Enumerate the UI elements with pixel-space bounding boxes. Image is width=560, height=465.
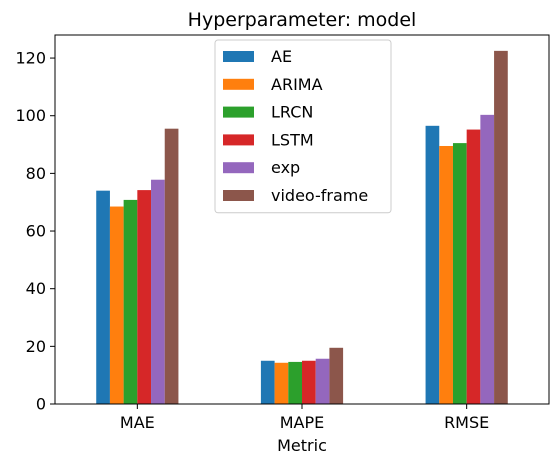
legend-swatch-video-frame (223, 190, 254, 201)
bar-LRCN-MAPE (288, 361, 302, 404)
legend-swatch-LRCN (223, 106, 254, 118)
x-axis: MAE MAPE RMSE (120, 404, 489, 432)
x-tick-label: RMSE (444, 413, 489, 432)
bar-exp-MAE (151, 179, 165, 404)
bar-video-frame-MAPE (329, 347, 344, 404)
bar-ARIMA-MAPE (274, 362, 289, 404)
bars-group (96, 50, 508, 405)
y-tick-label: 100 (15, 106, 46, 125)
legend-swatch-ARIMA (223, 78, 254, 90)
y-axis: 0 20 40 60 80 100 120 (15, 49, 55, 414)
bar-video-frame-MAE (164, 128, 179, 404)
bar-ARIMA-MAE (109, 206, 124, 404)
bar-LSTM-MAPE (302, 360, 316, 404)
x-tick-label: MAPE (280, 413, 325, 432)
bar-LSTM-RMSE (466, 129, 481, 404)
bar-exp-RMSE (480, 114, 495, 404)
legend-label-exp: exp (271, 158, 300, 177)
x-tick-label: MAE (120, 413, 155, 432)
legend-label-ARIMA: ARIMA (271, 75, 323, 94)
y-tick-label: 120 (15, 49, 46, 68)
y-tick-label: 40 (26, 279, 46, 298)
bar-AE-MAE (96, 190, 110, 404)
y-tick-label: 0 (36, 395, 46, 414)
legend-swatch-AE (223, 51, 254, 62)
bar-LSTM-MAE (137, 190, 152, 404)
y-tick-label: 20 (26, 337, 46, 356)
legend-swatch-exp (223, 162, 254, 174)
y-tick-label: 60 (26, 222, 46, 241)
bar-AE-RMSE (425, 125, 440, 404)
bar-AE-MAPE (260, 360, 275, 404)
bar-ARIMA-RMSE (439, 145, 453, 405)
chart-title: Hyperparameter: model (188, 9, 417, 31)
legend-box (214, 39, 392, 214)
legend-label-video-frame: video-frame (271, 186, 368, 205)
bar-LRCN-MAE (123, 199, 138, 404)
bar-exp-MAPE (315, 358, 330, 404)
y-tick-label: 80 (26, 164, 46, 183)
legend-label-AE: AE (271, 47, 292, 66)
legend-label-LRCN: LRCN (271, 103, 313, 122)
bar-video-frame-RMSE (494, 50, 508, 405)
plot-frame (54, 34, 550, 405)
legend-swatch-LSTM (223, 134, 254, 146)
x-axis-label: Metric (277, 436, 327, 455)
legend-label-LSTM: LSTM (271, 130, 314, 149)
legend: AE ARIMA LRCN LSTM exp video-frame (214, 39, 392, 214)
bar-LRCN-RMSE (452, 143, 467, 405)
